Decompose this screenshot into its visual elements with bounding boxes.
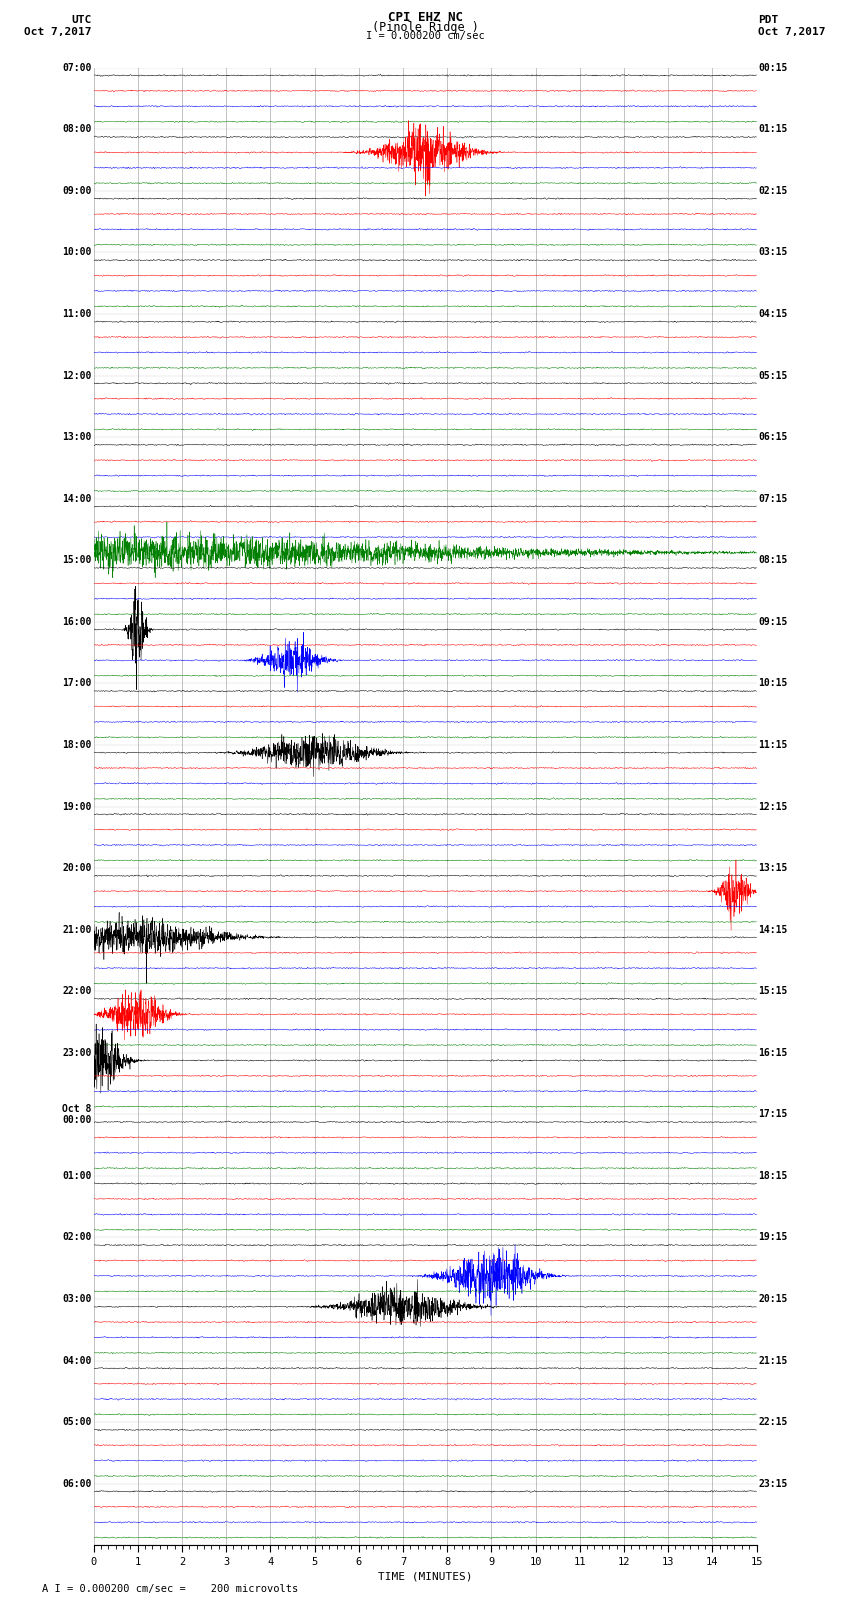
Text: 11:15: 11:15 <box>758 740 788 750</box>
Text: 17:15: 17:15 <box>758 1110 788 1119</box>
Text: 09:00: 09:00 <box>62 185 92 195</box>
Text: Oct 7,2017: Oct 7,2017 <box>758 27 825 37</box>
Text: CPI EHZ NC: CPI EHZ NC <box>388 11 462 24</box>
Text: 16:00: 16:00 <box>62 616 92 627</box>
Text: 07:15: 07:15 <box>758 494 788 503</box>
Text: 13:00: 13:00 <box>62 432 92 442</box>
Text: 12:00: 12:00 <box>62 371 92 381</box>
Text: 20:00: 20:00 <box>62 863 92 873</box>
Text: 03:15: 03:15 <box>758 247 788 258</box>
X-axis label: TIME (MINUTES): TIME (MINUTES) <box>377 1571 473 1581</box>
Text: 04:00: 04:00 <box>62 1355 92 1366</box>
Text: 03:00: 03:00 <box>62 1294 92 1303</box>
Text: PDT: PDT <box>758 15 779 24</box>
Text: 18:00: 18:00 <box>62 740 92 750</box>
Text: 06:15: 06:15 <box>758 432 788 442</box>
Text: 10:15: 10:15 <box>758 679 788 689</box>
Text: 21:15: 21:15 <box>758 1355 788 1366</box>
Text: 14:15: 14:15 <box>758 924 788 934</box>
Text: 07:00: 07:00 <box>62 63 92 73</box>
Text: 08:00: 08:00 <box>62 124 92 134</box>
Text: 17:00: 17:00 <box>62 679 92 689</box>
Text: 05:15: 05:15 <box>758 371 788 381</box>
Text: 14:00: 14:00 <box>62 494 92 503</box>
Text: 22:00: 22:00 <box>62 986 92 997</box>
Text: 16:15: 16:15 <box>758 1048 788 1058</box>
Text: 13:15: 13:15 <box>758 863 788 873</box>
Text: 09:15: 09:15 <box>758 616 788 627</box>
Text: 12:15: 12:15 <box>758 802 788 811</box>
Text: (Pinole Ridge ): (Pinole Ridge ) <box>371 21 479 34</box>
Text: 01:00: 01:00 <box>62 1171 92 1181</box>
Text: Oct 8
00:00: Oct 8 00:00 <box>62 1103 92 1126</box>
Text: 15:15: 15:15 <box>758 986 788 997</box>
Text: 19:15: 19:15 <box>758 1232 788 1242</box>
Text: 08:15: 08:15 <box>758 555 788 565</box>
Text: 23:00: 23:00 <box>62 1048 92 1058</box>
Text: 04:15: 04:15 <box>758 310 788 319</box>
Text: 10:00: 10:00 <box>62 247 92 258</box>
Text: 00:15: 00:15 <box>758 63 788 73</box>
Text: 06:00: 06:00 <box>62 1479 92 1489</box>
Text: 02:00: 02:00 <box>62 1232 92 1242</box>
Text: A I = 0.000200 cm/sec =    200 microvolts: A I = 0.000200 cm/sec = 200 microvolts <box>42 1584 298 1594</box>
Text: 22:15: 22:15 <box>758 1418 788 1428</box>
Text: 01:15: 01:15 <box>758 124 788 134</box>
Text: 02:15: 02:15 <box>758 185 788 195</box>
Text: 05:00: 05:00 <box>62 1418 92 1428</box>
Text: I = 0.000200 cm/sec: I = 0.000200 cm/sec <box>366 31 484 40</box>
Text: 11:00: 11:00 <box>62 310 92 319</box>
Text: 21:00: 21:00 <box>62 924 92 934</box>
Text: 20:15: 20:15 <box>758 1294 788 1303</box>
Text: 15:00: 15:00 <box>62 555 92 565</box>
Text: 19:00: 19:00 <box>62 802 92 811</box>
Text: UTC: UTC <box>71 15 92 24</box>
Text: Oct 7,2017: Oct 7,2017 <box>25 27 92 37</box>
Text: 23:15: 23:15 <box>758 1479 788 1489</box>
Text: 18:15: 18:15 <box>758 1171 788 1181</box>
